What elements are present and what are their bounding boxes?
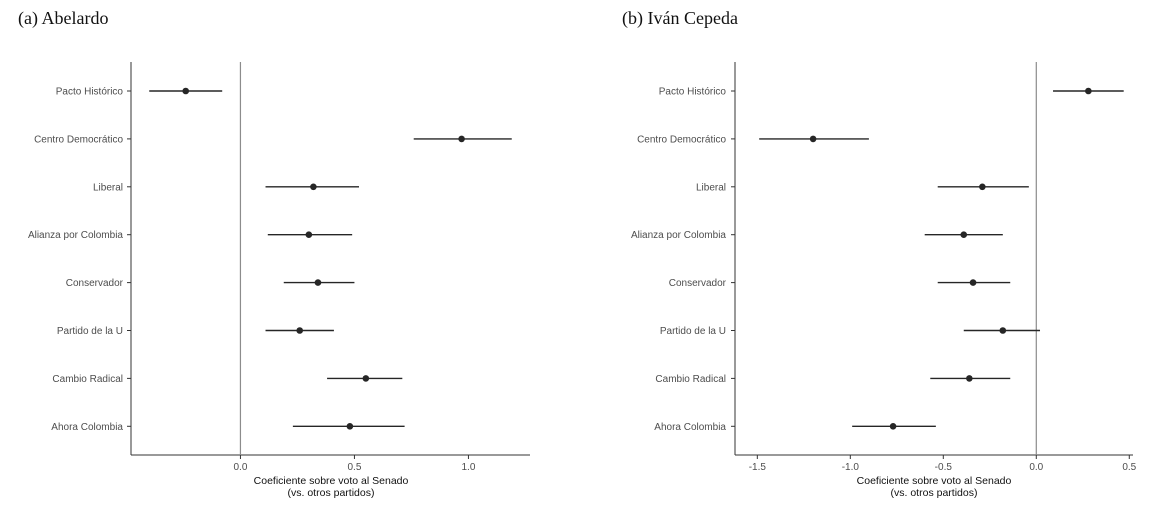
panel-b-x-tick-label: 0.5 — [1122, 462, 1136, 473]
panel-a-y-tick-label: Centro Democrático — [34, 134, 123, 145]
panel-b-y-tick-label: Centro Democrático — [637, 134, 726, 145]
panel-b-y-tick-label: Ahora Colombia — [654, 422, 726, 433]
panel-a-point-estimate — [346, 423, 354, 430]
panel-b-x-tick-label: -1.0 — [842, 462, 860, 473]
panel-b-point-estimate — [979, 183, 986, 191]
panel-b-point-estimate — [1085, 87, 1092, 95]
panel-b-point-estimate — [999, 327, 1007, 334]
panel-a-point-estimate — [305, 231, 313, 238]
panel-b-y-tick-label: Alianza por Colombia — [631, 230, 726, 241]
panel-a-y-tick-label: Alianza por Colombia — [28, 230, 123, 241]
panel-a-point-estimate — [296, 327, 304, 334]
panel-b-x-tick-label: 0.0 — [1029, 462, 1043, 473]
panel-b-y-tick-label: Partido de la U — [660, 326, 726, 337]
panel-a-x-tick-label: 1.0 — [461, 462, 475, 473]
panel-a-y-tick-label: Liberal — [93, 182, 123, 193]
panel-a-x-tick-label: 0.0 — [233, 462, 247, 473]
panel-a-x-axis-title: Coeficiente sobre voto al Senado — [254, 475, 409, 487]
panel-a-y-tick-label: Cambio Radical — [52, 374, 123, 385]
panel-a-point-estimate — [314, 279, 322, 286]
panel-a-point-estimate — [182, 87, 190, 95]
panel-b-x-tick-label: -1.5 — [749, 462, 767, 473]
panel-b-point-estimate — [969, 279, 977, 286]
panel-a-point-estimate — [458, 135, 465, 143]
panel-a-y-tick-label: Ahora Colombia — [51, 422, 123, 433]
panel-a-y-tick-label: Conservador — [66, 278, 124, 289]
panel-a-point-estimate — [310, 183, 317, 191]
panel-a-x-tick-label: 0.5 — [347, 462, 361, 473]
panel-b-point-estimate — [889, 423, 897, 430]
panel-b-y-tick-label: Liberal — [696, 182, 726, 193]
panel-a-y-tick-label: Partido de la U — [57, 326, 123, 337]
panel-b-x-axis-title: (vs. otros partidos) — [891, 487, 978, 499]
panel-b-point-estimate — [966, 375, 973, 382]
panel-a-point-estimate — [362, 375, 370, 382]
panel-b-point-estimate — [960, 231, 968, 238]
panel-a-y-tick-label: Pacto Histórico — [56, 87, 124, 98]
panel-b-y-tick-label: Pacto Histórico — [659, 87, 727, 98]
panel-b-y-tick-label: Cambio Radical — [655, 374, 726, 385]
panel-b-x-tick-label: -0.5 — [935, 462, 953, 473]
panel-b-point-estimate — [809, 135, 817, 143]
panel-a-x-axis-title: (vs. otros partidos) — [288, 487, 375, 499]
panel-b-title: (b) Iván Cepeda — [622, 8, 738, 28]
panel-b-x-axis-title: Coeficiente sobre voto al Senado — [857, 475, 1012, 487]
panel-a-title: (a) Abelardo — [18, 8, 109, 28]
panel-b-y-tick-label: Conservador — [669, 278, 727, 289]
